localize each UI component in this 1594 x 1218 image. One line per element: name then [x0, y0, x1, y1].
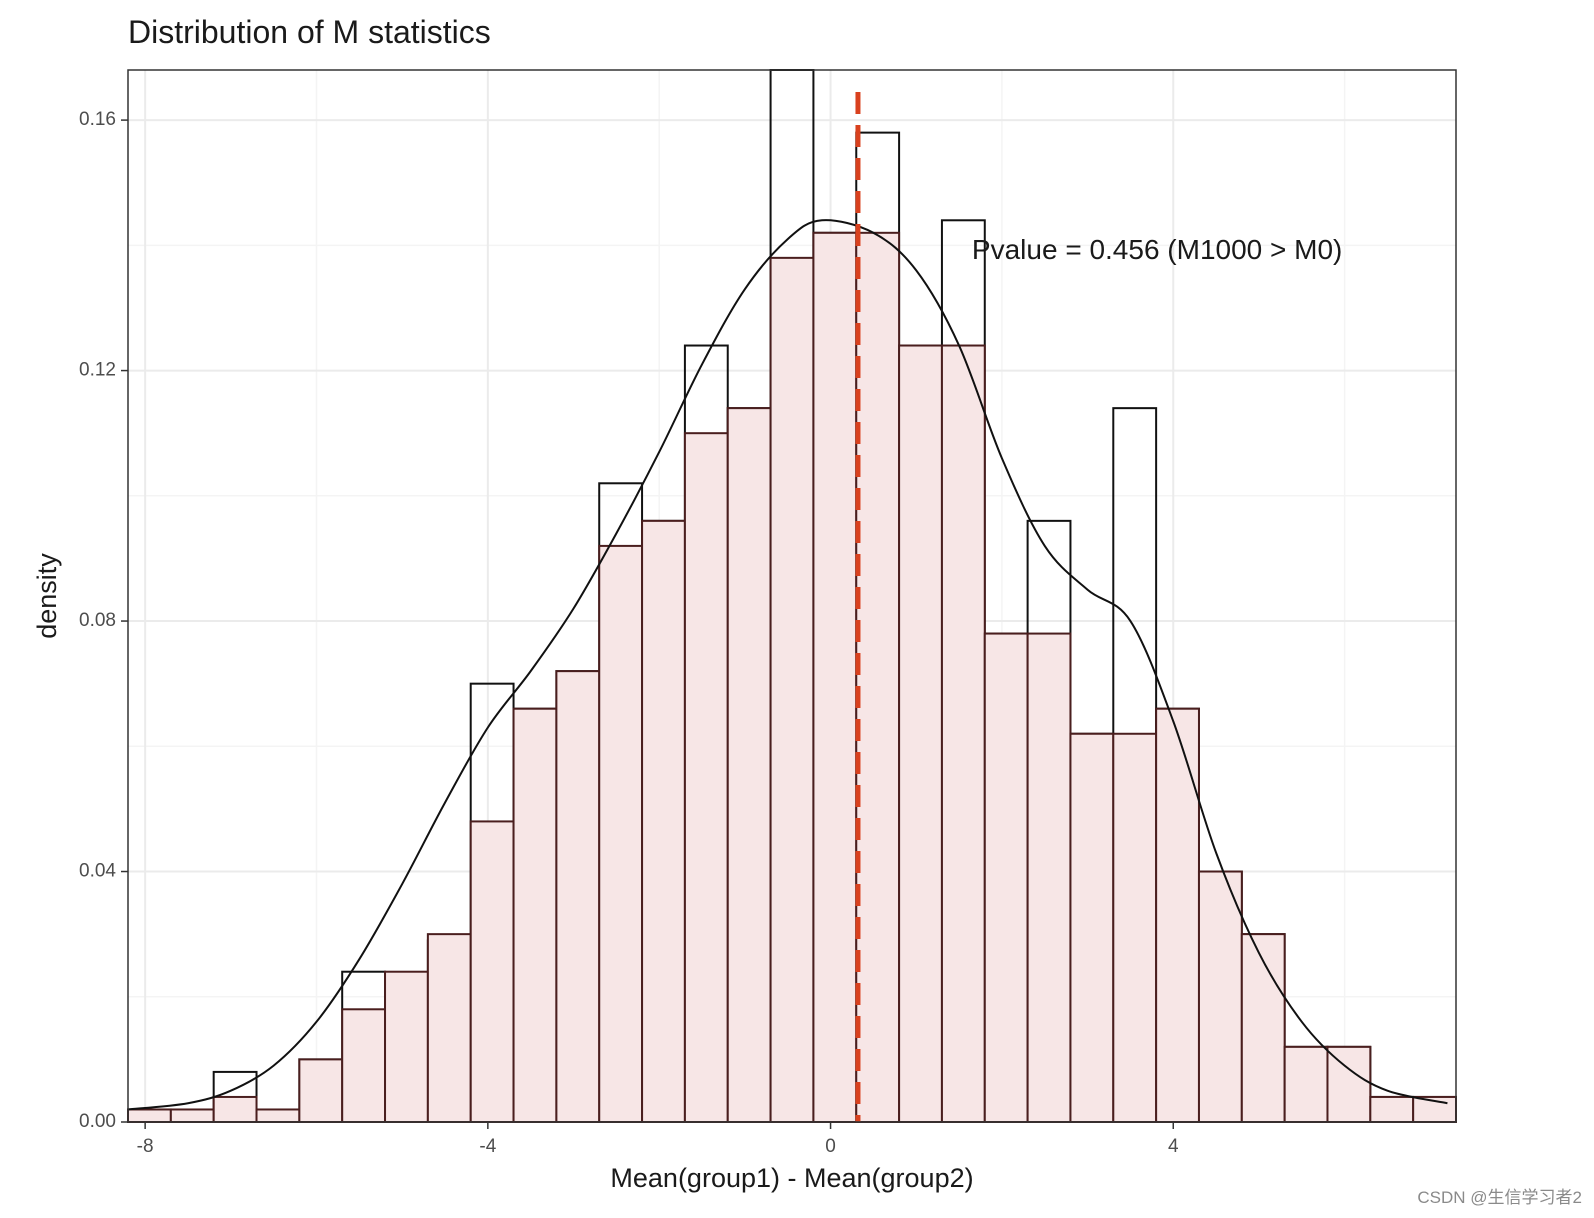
- y-tick-label: 0.12: [79, 360, 116, 381]
- permuted-bar: [341, 1008, 387, 1123]
- permuted-bar: [555, 670, 601, 1124]
- chart-title: Distribution of M statistics: [128, 14, 491, 50]
- x-tick-label: 4: [1168, 1136, 1179, 1157]
- y-axis: 0.00 0.04 0.08 0.12 0.16: [79, 109, 128, 1132]
- permuted-bar: [1026, 632, 1072, 1123]
- permuted-bar: [426, 933, 472, 1124]
- y-axis-label: density: [32, 553, 62, 639]
- permuted-bar: [255, 1108, 301, 1124]
- permuted-bar: [1112, 732, 1158, 1123]
- permuted-bar: [683, 432, 729, 1123]
- density-curve-layer: [127, 219, 1448, 1111]
- permuted-bar: [1326, 1045, 1372, 1124]
- y-tick-label: 0.04: [79, 861, 116, 882]
- permuted-bar: [169, 1108, 215, 1124]
- permuted-bar: [298, 1058, 344, 1124]
- pvalue-annotation: Pvalue = 0.456 (M1000 > M0): [972, 234, 1342, 265]
- permuted-bar: [212, 1095, 258, 1124]
- permuted-bar: [127, 1108, 172, 1124]
- permuted-bar: [641, 519, 686, 1123]
- y-tick-label: 0.00: [79, 1111, 116, 1132]
- permuted-bar: [769, 256, 815, 1124]
- permuted-bar: [1240, 933, 1286, 1124]
- permuted-bar: [598, 544, 644, 1123]
- axis-labels: Mean(group1) - Mean(group2) density: [32, 553, 974, 1193]
- permuted-bar: [726, 407, 772, 1123]
- permuted-bar: [512, 707, 558, 1123]
- y-tick-label: 0.16: [79, 109, 116, 130]
- x-tick-label: -4: [479, 1136, 496, 1157]
- permuted-bar: [855, 231, 901, 1124]
- density-curve: [127, 219, 1448, 1111]
- permuted-bar: [469, 820, 515, 1124]
- permuted-bar: [812, 231, 858, 1124]
- y-tick-label: 0.08: [79, 610, 116, 631]
- annotation-layer: Pvalue = 0.456 (M1000 > M0): [972, 234, 1342, 265]
- x-tick-label: -8: [137, 1136, 154, 1157]
- permuted-bars: [127, 231, 1457, 1124]
- panel-frame-layer: [127, 69, 1457, 1123]
- permuted-bar: [1155, 707, 1200, 1123]
- permuted-bar: [1197, 870, 1243, 1123]
- permuted-bar: [1069, 732, 1115, 1123]
- panel-border: [127, 69, 1457, 1123]
- x-axis: -8 -4 0 4: [137, 1122, 1179, 1157]
- watermark: CSDN @生信学习者2: [1417, 1188, 1582, 1207]
- x-tick-label: 0: [825, 1136, 836, 1157]
- permuted-bar: [384, 970, 429, 1124]
- permuted-bar: [898, 344, 943, 1123]
- permuted-bar: [983, 632, 1029, 1123]
- permuted-bar: [1369, 1095, 1415, 1124]
- x-axis-label: Mean(group1) - Mean(group2): [610, 1163, 973, 1193]
- permuted-bar: [1283, 1045, 1329, 1124]
- permuted-bar: [940, 344, 986, 1123]
